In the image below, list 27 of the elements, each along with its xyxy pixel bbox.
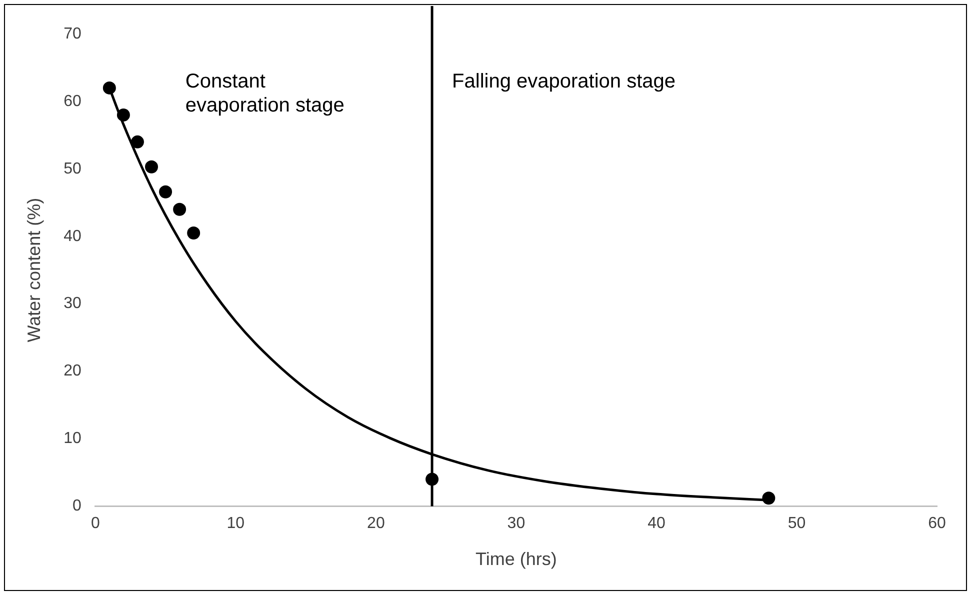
point — [762, 492, 776, 505]
point — [187, 226, 200, 240]
point — [116, 108, 130, 122]
x-tick-label: 10 — [226, 515, 245, 532]
x-tick-label: 20 — [367, 515, 385, 532]
x-tick-label: 40 — [648, 515, 666, 532]
y-tick-label: 0 — [72, 498, 82, 515]
y-tick-label: 40 — [64, 228, 82, 245]
y-tick-label: 60 — [64, 92, 82, 110]
x-axis-title: Time (hrs) — [476, 549, 557, 570]
point — [173, 202, 186, 216]
y-tick-label: 50 — [64, 160, 82, 178]
y-tick-label: 10 — [64, 430, 82, 448]
point — [102, 81, 116, 94]
point — [159, 185, 172, 198]
y-tick-label: 20 — [64, 362, 82, 380]
y-axis-title: Water content (%) — [24, 198, 44, 342]
annotation: Constant evaporation stage — [185, 70, 344, 117]
x-tick-label: 60 — [928, 515, 946, 532]
y-tick-label: 30 — [64, 295, 82, 312]
x-tick-label: 0 — [90, 515, 100, 532]
y-tick-label: 70 — [64, 25, 82, 42]
point — [130, 135, 144, 148]
annotation: Falling evaporation stage — [452, 70, 676, 93]
x-tick-label: 30 — [507, 515, 526, 532]
point — [145, 160, 158, 174]
x-tick-label: 50 — [788, 515, 806, 532]
